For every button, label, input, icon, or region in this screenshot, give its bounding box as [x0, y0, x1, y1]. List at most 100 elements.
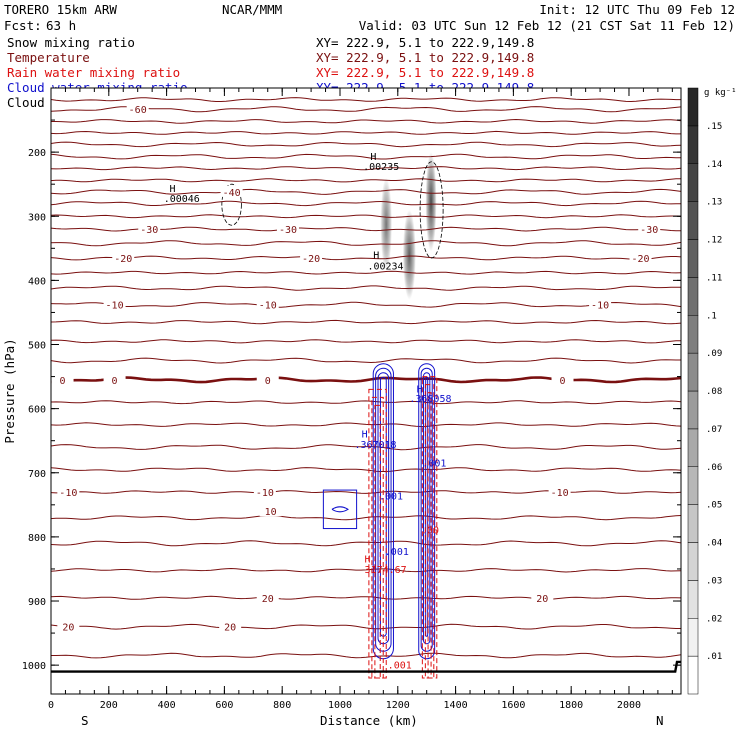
isotherm-label: 20: [262, 594, 274, 605]
isotherm: [51, 240, 681, 247]
y-tick-label: 300: [28, 212, 46, 223]
isotherm: [51, 376, 681, 384]
colorbar-segment: [687, 239, 699, 278]
isotherm-label: -30: [140, 225, 158, 236]
isotherm: [51, 490, 681, 494]
plot-background: [51, 88, 681, 694]
legend-name: Snow mixing ratio: [7, 35, 135, 50]
isotherm-label-bg: [589, 298, 612, 310]
colorbar-segment: [687, 655, 699, 695]
colorbar-segment: [687, 428, 699, 467]
isotherm: [51, 178, 681, 183]
fcst-label: Fcst:: [4, 18, 42, 33]
isotherm: [51, 652, 681, 659]
colorbar-tick-label: .03: [706, 576, 722, 586]
contour-labels: -60 -30 -30 -30 -20 -20 -20 -10 -10 -10 0 0 0 0 -10 -10…: [51, 103, 661, 671]
cloud-water-contour: [331, 506, 349, 513]
cloud-water-contour: [423, 372, 431, 645]
x-tick-label: 0: [48, 700, 54, 711]
isotherm-label: -10: [259, 301, 277, 312]
isotherm-label: -40: [223, 188, 241, 199]
legend-xy: XY= 222.9, 5.1 to 222.9,149.8: [316, 65, 534, 80]
y-tick-label: 200: [28, 148, 46, 159]
colorbar-tick-label: .1: [706, 311, 717, 321]
colorbar-tick-label: .09: [706, 349, 722, 359]
isotherm-label-bg: [112, 251, 135, 263]
isotherm-label-bg: [256, 373, 279, 385]
isotherm: [51, 400, 681, 405]
isotherm-label-bg: [103, 298, 126, 310]
x-tick-label: 1600: [501, 700, 525, 711]
rain-contour: [374, 404, 381, 679]
x-tick-label: 200: [100, 700, 118, 711]
contour-annotation: .001: [379, 492, 403, 503]
isotherm: [51, 422, 681, 428]
isotherm-label: -60: [129, 105, 147, 116]
model-title: TORERO 15km ARW: [4, 2, 117, 17]
isotherm-label-bg: [57, 486, 80, 497]
isotherm: [51, 339, 681, 344]
isotherm: [51, 444, 681, 451]
isotherm: [51, 141, 681, 148]
rain-contour: [427, 392, 432, 679]
contour-annotation: H: [370, 152, 376, 163]
colorbar-segment: [687, 315, 699, 354]
isotherm-label-bg: [259, 505, 282, 517]
isotherm-label-bg: [548, 486, 571, 497]
isotherm: [51, 623, 681, 630]
cloud-water-contour: [322, 489, 358, 530]
colorbar-tick-label: .07: [706, 425, 722, 435]
isotherm: [51, 106, 681, 113]
isotherm-label: -30: [640, 225, 658, 236]
x-tick-label: 1800: [559, 700, 583, 711]
isotherm-label: -10: [106, 301, 124, 312]
snow-plume: [402, 209, 416, 300]
isotherm-label-bg: [256, 298, 279, 310]
isotherm: [51, 540, 681, 547]
contour-annotation: .001: [388, 660, 412, 671]
cloud-water-contour: [418, 363, 436, 660]
isotherm-label-bg: [276, 223, 299, 235]
cloud-ice-contour: [419, 161, 444, 259]
ground-line: [51, 660, 681, 673]
isotherm-label-bg: [253, 486, 276, 497]
snow-plume: [425, 152, 437, 252]
x-tick-label: 600: [215, 700, 233, 711]
isotherm-label-bg: [300, 251, 323, 263]
isotherm-label: 0: [112, 376, 118, 387]
colorbar-segment: [687, 352, 699, 392]
contour-annotation: H: [365, 555, 371, 566]
colorbar-segment: [687, 580, 699, 619]
x-tick-label: 800: [273, 700, 291, 711]
contour-annotation: H: [373, 251, 379, 262]
contour-annotation: H: [362, 429, 368, 440]
isotherm: [51, 153, 681, 160]
plot-area: [51, 97, 681, 679]
colorbar-segment: [687, 87, 699, 127]
axes: 0 200 400 600 800 1000 1200 1400 1600 1800 2000200…: [22, 88, 681, 711]
x-tick-label: 1000: [328, 700, 352, 711]
isotherm: [51, 118, 681, 124]
isotherm-label: -10: [256, 488, 274, 499]
isotherm-label-bg: [629, 251, 652, 263]
valid-time: Valid: 03 UTC Sun 12 Feb 12 (21 CST Sat …: [359, 18, 735, 33]
colorbar-tick-label: .05: [706, 501, 722, 511]
contour-annotation: .00234: [367, 261, 403, 272]
x-axis-north-label: N: [656, 713, 664, 728]
isotherm-label: 20: [536, 594, 548, 605]
colorbar-tick-label: .14: [706, 160, 722, 170]
contour-annotation: .001: [422, 458, 446, 469]
x-tick-label: 400: [158, 700, 176, 711]
isotherm-label-bg: [51, 373, 74, 385]
center-title: NCAR/MMM: [222, 2, 282, 17]
isotherm-label: 10: [265, 507, 277, 518]
isotherm: [51, 130, 681, 135]
isotherm: [51, 567, 681, 573]
isotherm-label: -20: [114, 254, 132, 265]
colorbar-tick-label: .06: [706, 463, 722, 473]
y-tick-label: 900: [28, 597, 46, 608]
isotherm: [51, 166, 681, 171]
x-tick-label: 1200: [386, 700, 410, 711]
isotherm: [51, 319, 681, 325]
